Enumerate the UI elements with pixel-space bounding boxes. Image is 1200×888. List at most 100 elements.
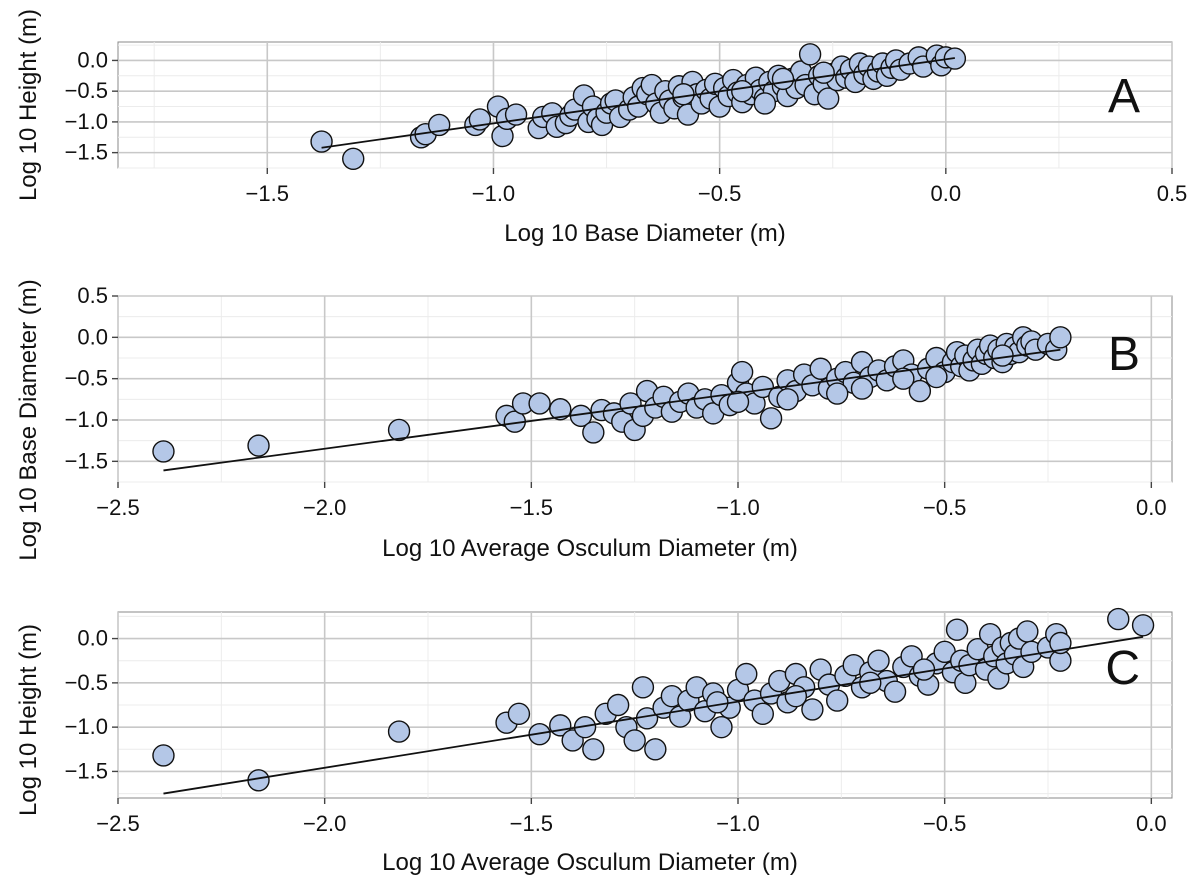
panel-b-yticks: −1.5 −1.0 −0.5 0.0 0.5: [65, 283, 118, 473]
y-tick-label: −1.0: [65, 714, 108, 739]
panel-c-x-axis-label: Log 10 Average Osculum Diameter (m): [382, 849, 798, 876]
panel-c-letter: C: [1105, 642, 1140, 695]
data-point: [735, 662, 758, 686]
data-point: [812, 61, 835, 84]
data-point: [623, 729, 646, 752]
y-tick-label: −0.5: [65, 670, 108, 695]
panel-b-y-axis-label: Log 10 Base Diameter (m): [15, 279, 42, 560]
data-point: [826, 382, 849, 405]
data-point: [945, 618, 969, 641]
data-point: [826, 689, 849, 712]
panel-b-fit-line: [163, 348, 1061, 472]
data-point: [759, 407, 783, 430]
data-point: [1049, 631, 1072, 655]
x-tick-label: 0.0: [931, 181, 962, 206]
data-point: [644, 738, 667, 761]
data-point: [925, 365, 948, 389]
data-point: [908, 379, 932, 403]
x-tick-label: −0.5: [923, 811, 966, 836]
x-tick-label: −1.0: [716, 495, 759, 520]
data-point: [1131, 614, 1155, 637]
x-tick-label: −2.5: [96, 811, 139, 836]
data-point: [751, 702, 774, 726]
data-point: [892, 367, 915, 390]
panel-a-points: [310, 43, 967, 170]
panel-b-x-axis-label: Log 10 Average Osculum Diameter (m): [382, 535, 798, 562]
data-point: [549, 398, 572, 421]
data-point: [1049, 326, 1072, 349]
panel-c-fit-line: [163, 635, 1144, 795]
data-point: [771, 67, 795, 91]
data-point: [867, 649, 890, 672]
data-point: [387, 720, 411, 743]
data-point: [726, 390, 750, 414]
x-tick-label: −0.5: [923, 495, 966, 520]
data-point: [753, 92, 777, 115]
data-point: [776, 388, 799, 411]
panel-b: −2.5 −2.0 −1.5 −1.0 −0.5 0.0 −1.5 −1.0 −0.5 0.0 0…: [15, 279, 1173, 562]
x-tick-label: −1.0: [716, 811, 759, 836]
data-point: [809, 357, 832, 380]
x-tick-label: −0.5: [698, 181, 741, 206]
y-tick-label: −1.5: [65, 140, 108, 165]
data-point: [850, 377, 874, 400]
panel-b-xticks: −2.5 −2.0 −1.5 −1.0 −0.5 0.0: [96, 482, 1167, 520]
panel-a-x-axis-label: Log 10 Base Diameter (m): [504, 220, 785, 247]
panel-a: −1.5 −1.0 −0.5 0.0 0.5 −1.5 −1.0 −0.5 0.0 A Log…: [15, 9, 1187, 247]
data-point: [801, 698, 824, 721]
data-point: [798, 43, 822, 66]
panel-a-letter: A: [1108, 70, 1140, 123]
y-tick-label: 0.5: [77, 283, 108, 308]
data-point: [991, 344, 1014, 367]
y-tick-label: −1.5: [65, 448, 108, 473]
data-point: [731, 79, 754, 103]
y-tick-label: 0.0: [77, 324, 108, 349]
panel-a-fit-line: [321, 57, 955, 149]
data-point: [606, 693, 630, 717]
panel-c-yticks: −1.5 −1.0 −0.5 0.0: [65, 626, 118, 783]
data-point: [912, 658, 936, 681]
y-tick-label: 0.0: [77, 47, 108, 72]
data-point: [1107, 607, 1130, 631]
data-point: [706, 691, 729, 714]
data-point: [784, 684, 808, 708]
data-point: [342, 147, 365, 170]
panel-b-points: [152, 326, 1072, 463]
x-tick-label: −1.5: [510, 811, 553, 836]
data-point: [310, 130, 333, 153]
data-point: [730, 360, 754, 384]
data-point: [507, 702, 531, 726]
data-point: [582, 738, 605, 761]
data-point: [152, 440, 175, 463]
data-point: [631, 676, 655, 699]
data-point: [528, 392, 551, 415]
data-point: [387, 418, 411, 442]
x-tick-label: 0.5: [1157, 181, 1188, 206]
x-tick-label: −1.5: [510, 495, 553, 520]
panel-c-points: [152, 607, 1155, 792]
y-tick-label: −0.5: [65, 366, 108, 391]
data-point: [582, 421, 605, 444]
panel-a-xticks: −1.5 −1.0 −0.5 0.0 0.5: [246, 168, 1188, 206]
data-point: [672, 83, 695, 106]
panel-a-yticks: −1.5 −1.0 −0.5 0.0: [65, 47, 118, 165]
y-tick-label: −1.0: [65, 407, 108, 432]
x-tick-label: 0.0: [1136, 811, 1167, 836]
data-point: [751, 375, 774, 399]
panel-a-y-axis-label: Log 10 Height (m): [15, 9, 42, 201]
x-tick-label: −1.5: [246, 181, 289, 206]
panel-b-letter: B: [1108, 328, 1140, 381]
y-tick-label: −1.5: [65, 758, 108, 783]
data-point: [247, 434, 270, 457]
data-point: [817, 87, 840, 110]
data-point: [859, 671, 882, 695]
x-tick-label: 0.0: [1136, 495, 1167, 520]
y-tick-label: −1.0: [65, 109, 108, 134]
x-tick-label: −2.5: [96, 495, 139, 520]
y-tick-label: −0.5: [65, 78, 108, 103]
x-tick-label: −2.0: [303, 495, 346, 520]
data-point: [710, 715, 733, 739]
x-tick-label: −2.0: [303, 811, 346, 836]
data-point: [883, 680, 907, 703]
